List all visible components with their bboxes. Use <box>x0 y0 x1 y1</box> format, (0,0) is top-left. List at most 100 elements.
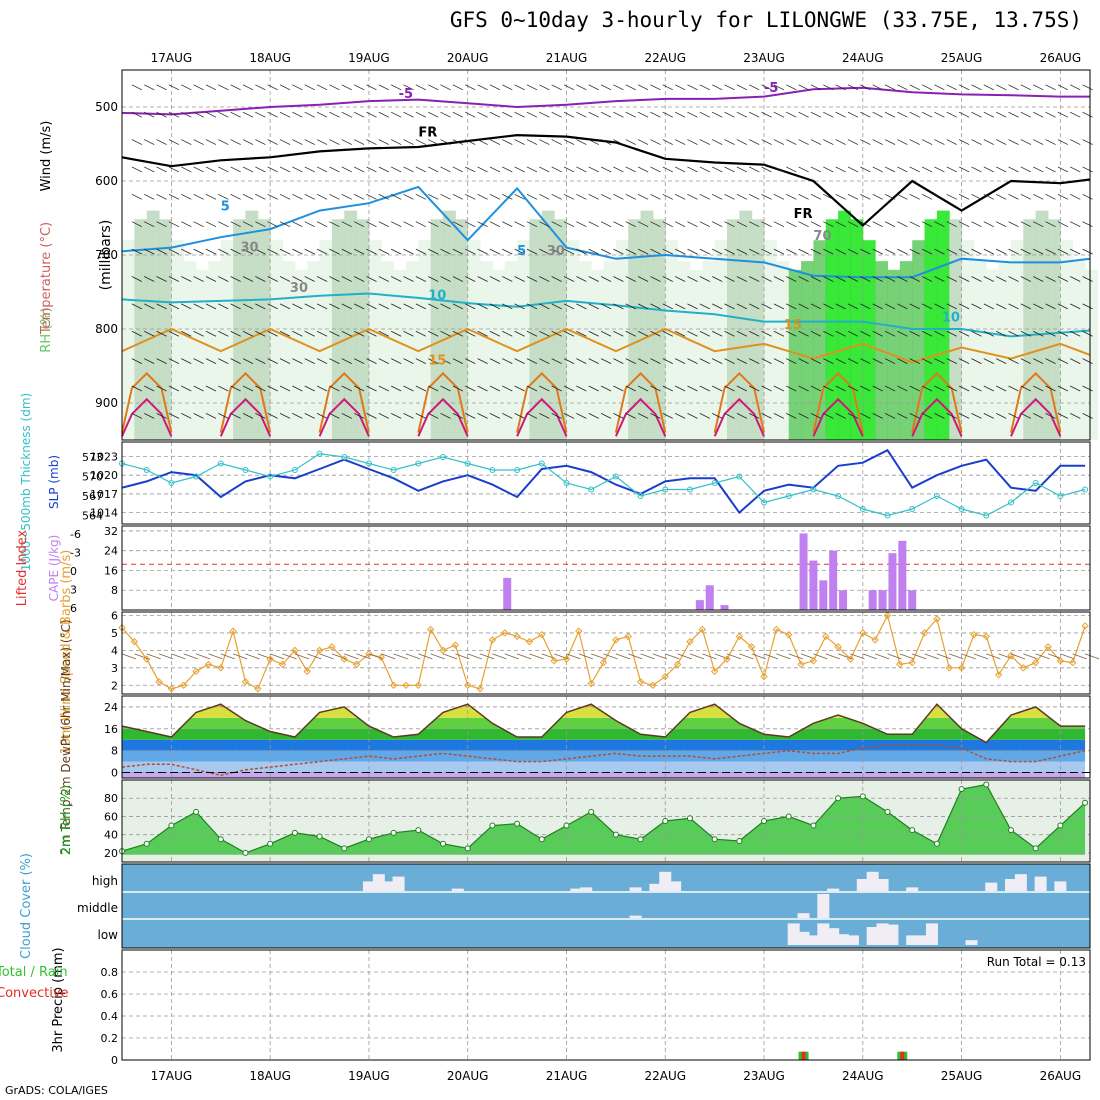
wind-barb <box>712 221 723 228</box>
wind-barb <box>736 358 748 364</box>
wind-barb <box>1033 166 1044 173</box>
wind-barb <box>230 330 241 337</box>
wind-barb <box>551 413 562 419</box>
wind-barb <box>156 413 167 419</box>
wind-barb <box>316 303 328 310</box>
wind-speed-marker <box>525 637 534 646</box>
y-tick-label-cape: 8 <box>111 584 118 597</box>
wind-barb <box>823 84 834 91</box>
wind-barb <box>749 193 760 200</box>
surface-wind-barb <box>492 653 507 660</box>
wind-barb <box>736 248 748 255</box>
wind-barb <box>934 413 945 419</box>
lifted-index-ylabel: Lifted Index <box>15 529 30 606</box>
wind-speed-marker <box>587 679 595 688</box>
wind-barb <box>934 166 945 173</box>
wind-barb <box>588 139 599 145</box>
rh-marker <box>686 815 693 822</box>
rh-shade-column <box>134 219 148 440</box>
cloud-bar-high <box>570 888 583 891</box>
wind-barb <box>983 193 994 200</box>
wind-barb <box>724 166 735 173</box>
rh-line <box>121 783 1086 854</box>
wind-barb <box>452 330 464 337</box>
wind-barb <box>995 358 1007 364</box>
wind-barb <box>329 330 340 337</box>
wind-barb <box>193 84 204 91</box>
wind-barb <box>526 221 538 228</box>
cloud-bar-low <box>807 935 820 945</box>
wind-barb <box>872 358 883 364</box>
wind-barb <box>897 413 908 419</box>
wind-barb <box>378 193 389 200</box>
wind-barb <box>131 193 143 200</box>
wind-barb <box>995 385 1007 392</box>
y-tick-label-precip: 0 <box>111 1054 118 1067</box>
wind-barb <box>366 413 377 419</box>
wind-barb <box>366 385 377 392</box>
wind-barb <box>489 276 501 282</box>
wind-barb <box>995 193 1007 200</box>
wind-barb <box>847 276 859 282</box>
wind-barb <box>144 221 155 228</box>
wind-barb <box>193 221 204 228</box>
wind-barb <box>1020 221 1032 228</box>
surface-wind-barb <box>1023 653 1038 660</box>
wind-barb <box>1008 413 1019 419</box>
wind-barb <box>514 358 525 364</box>
wind-barb <box>576 84 587 91</box>
wind-barb <box>428 413 439 419</box>
wind-barb <box>378 358 389 364</box>
rh-marker <box>341 845 348 852</box>
wind-barb <box>428 330 439 337</box>
wind-barb <box>749 166 760 173</box>
wind-barb <box>205 358 217 364</box>
wind-barb <box>761 221 772 228</box>
wind-barb <box>452 358 464 364</box>
wind-barb <box>1020 413 1032 419</box>
wind-barb <box>489 84 501 91</box>
wind-barb <box>699 330 711 337</box>
wind-barb <box>637 166 649 173</box>
surface-wind-barb <box>702 653 717 660</box>
wind-barb <box>502 330 513 337</box>
wind-barb <box>292 84 303 91</box>
wind-barb <box>1045 193 1056 200</box>
wind-barb <box>773 166 785 173</box>
wind-barb <box>551 303 562 310</box>
rh-shade-column <box>405 261 419 440</box>
cloud-bar-high <box>876 879 889 891</box>
rh-shade-column <box>1048 219 1061 440</box>
wind-barb <box>267 84 278 91</box>
wind-barb <box>662 139 673 145</box>
wind-barb <box>1008 166 1019 173</box>
wind-barb <box>378 330 389 337</box>
wind-barb <box>1033 330 1044 337</box>
wind-barb <box>378 413 389 419</box>
wind-barb <box>1020 111 1032 118</box>
wind-barb <box>872 303 883 310</box>
wind-barb <box>674 413 686 419</box>
wind-barb <box>168 358 180 364</box>
wind-barb <box>353 221 365 228</box>
wind-barb <box>687 111 698 118</box>
cloud-bar-high <box>372 874 385 891</box>
wind-barb <box>218 276 229 282</box>
wind-barb <box>502 139 513 145</box>
wind-barb <box>810 111 822 118</box>
wind-barb <box>773 221 785 228</box>
wind-barb <box>465 111 476 118</box>
wind-barb <box>242 358 254 364</box>
wind-barb <box>390 276 402 282</box>
wind-barb <box>316 330 328 337</box>
thickness-marker <box>143 467 150 473</box>
wind-barb <box>329 111 340 118</box>
temp-band <box>122 761 1086 773</box>
wind-barb <box>637 276 649 282</box>
wind-barb <box>835 193 846 200</box>
wind-barb <box>304 139 315 145</box>
wind-barb <box>724 84 735 91</box>
wind-barb <box>415 413 427 419</box>
wind-barb <box>502 166 513 173</box>
surface-wind-barb <box>652 653 668 660</box>
